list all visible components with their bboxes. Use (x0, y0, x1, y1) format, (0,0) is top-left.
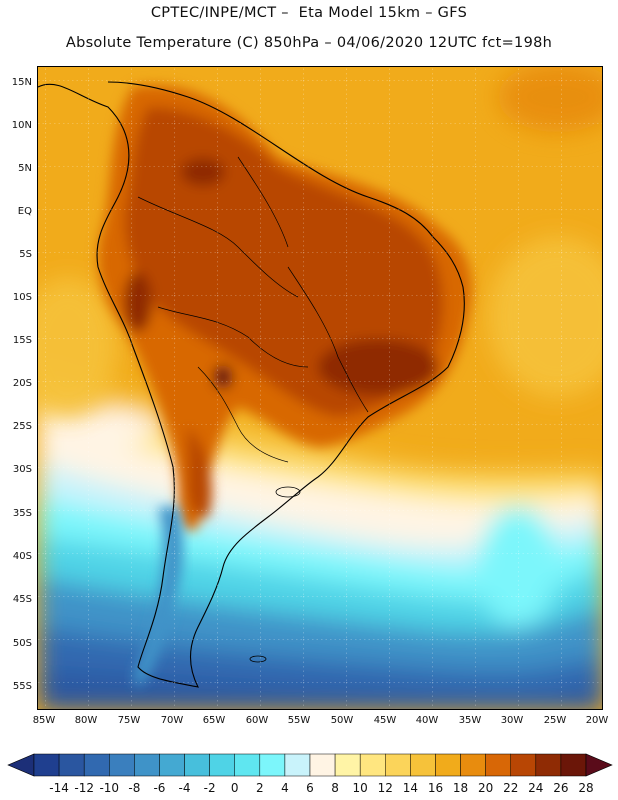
graticule (38, 67, 602, 709)
lon-label-35w: 35W (458, 715, 482, 726)
title-line-1: CPTEC/INPE/MCT – Eta Model 15km – GFS (150, 5, 468, 21)
lat-label-5n: 5N (18, 163, 32, 174)
lat-label-15n: 15N (11, 77, 32, 88)
colorbar-label: 22 (503, 781, 519, 795)
colorbar-label: -10 (99, 781, 120, 795)
colorbar-cell (259, 753, 286, 777)
colorbar-label: -14 (49, 781, 69, 795)
colorbar-label: 0 (230, 781, 239, 795)
colorbar-cell (33, 753, 60, 777)
colorbar-cell (58, 753, 85, 777)
colorbar-cell (410, 753, 436, 777)
lat-label-10s: 10S (12, 292, 32, 303)
colorbar (7, 753, 613, 777)
colorbar-cell (109, 753, 135, 777)
lon-label-65w: 65W (202, 715, 226, 726)
colorbar-cell (83, 753, 110, 777)
colorbar-label: 10 (352, 781, 368, 795)
colorbar-cell (485, 753, 511, 777)
lat-label-20s: 20S (12, 378, 32, 389)
colorbar-cell (159, 753, 185, 777)
colorbar-cell (560, 753, 587, 777)
colorbar-label: -8 (128, 781, 141, 795)
colorbar-label: -2 (203, 781, 216, 795)
lon-label-60w: 60W (245, 715, 269, 726)
lon-label-55w: 55W (287, 715, 311, 726)
lat-label-5s: 5S (19, 249, 32, 260)
colorbar-under-arrow (7, 753, 35, 777)
lon-label-40w: 40W (415, 715, 439, 726)
lat-label-55s: 55S (12, 681, 32, 692)
lat-label-45s: 45S (12, 594, 32, 605)
lon-label-80w: 80W (74, 715, 98, 726)
colorbar-cell (535, 753, 562, 777)
colorbar-label: 18 (452, 781, 469, 795)
colorbar-label: -6 (153, 781, 166, 795)
colorbar-label: 24 (528, 781, 544, 795)
temperature-map[interactable] (37, 66, 603, 710)
lon-label-30w: 30W (500, 715, 524, 726)
colorbar-cell (134, 753, 160, 777)
map-canvas (38, 67, 602, 709)
lat-label-10n: 10N (11, 120, 32, 131)
lat-label-40s: 40S (12, 551, 32, 562)
colorbar-label: 4 (281, 781, 289, 795)
colorbar-label: 16 (427, 781, 444, 795)
colorbar-cell (234, 753, 261, 777)
lat-label-35s: 35S (12, 508, 32, 519)
colorbar-label: 28 (578, 781, 594, 795)
colorbar-label: 12 (377, 781, 393, 795)
colorbar-label: 14 (402, 781, 418, 795)
colorbar-label: 2 (255, 781, 264, 795)
lon-label-75w: 75W (117, 715, 141, 726)
title-line-2: Absolute Temperature (C) 850hPa – 04/06/… (65, 35, 553, 51)
colorbar-label: 8 (331, 781, 339, 795)
colorbar-cell (309, 753, 336, 777)
colorbar-label: 20 (477, 781, 494, 795)
colorbar-cell (435, 753, 461, 777)
colorbar-cell (510, 753, 537, 777)
colorbar-label: 26 (553, 781, 569, 795)
lon-label-25w: 25W (543, 715, 567, 726)
lon-label-50w: 50W (330, 715, 354, 726)
colorbar-cell (184, 753, 210, 777)
colorbar-label: -12 (74, 781, 94, 795)
lon-label-45w: 45W (373, 715, 397, 726)
lat-label-30s: 30S (12, 464, 32, 475)
colorbar-cell (385, 753, 411, 777)
colorbar-cell (334, 753, 361, 777)
colorbar-cell (460, 753, 486, 777)
lat-label-50s: 50S (12, 638, 32, 649)
colorbar-label: -4 (178, 781, 191, 795)
lon-label-85w: 85W (32, 715, 56, 726)
lat-label-25s: 25S (12, 421, 32, 432)
colorbar-over-arrow (585, 753, 613, 777)
lat-label-eq: EQ (17, 206, 32, 217)
colorbar-label: 6 (306, 781, 314, 795)
colorbar-cell (359, 753, 386, 777)
colorbar-cell (284, 753, 311, 777)
lat-label-15s: 15S (12, 335, 32, 346)
lon-label-20w: 20W (585, 715, 609, 726)
lon-label-70w: 70W (160, 715, 184, 726)
colorbar-cell (209, 753, 235, 777)
